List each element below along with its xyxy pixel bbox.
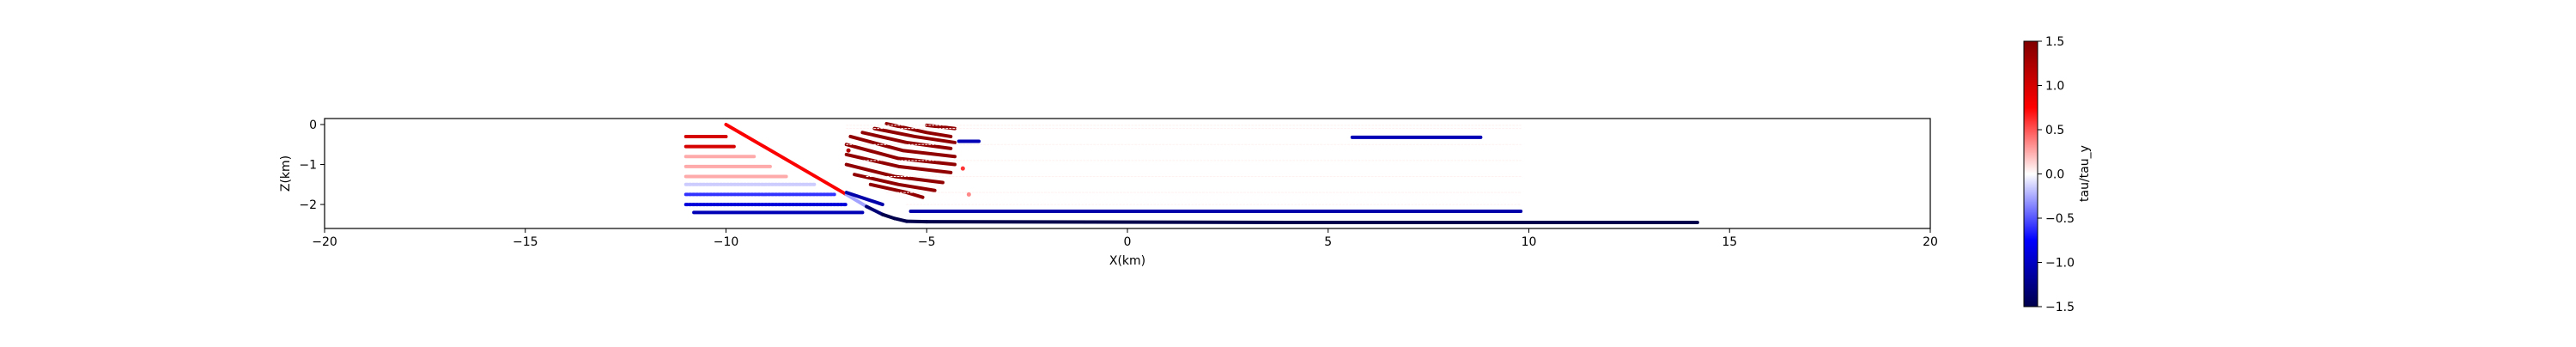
fault-segment-3 bbox=[883, 215, 895, 219]
colorbar: 1.5 1.0 0.5 0.0 −0.5 −1.0 −1.5 tau/tau_y bbox=[2024, 35, 2092, 314]
x-tick-label: −5 bbox=[918, 235, 936, 249]
x-tick-label: −10 bbox=[714, 235, 739, 249]
y-tick-label: −2 bbox=[299, 198, 317, 212]
x-tick-label: 10 bbox=[1522, 235, 1537, 249]
y-axis-label: Z(km) bbox=[279, 155, 293, 192]
x-tick-label: 5 bbox=[1324, 235, 1332, 249]
x-axis: −20 −15 −10 −5 0 5 10 15 20 bbox=[312, 228, 1938, 249]
fault-segment-4 bbox=[895, 218, 907, 221]
x-tick-label: 15 bbox=[1722, 235, 1737, 249]
scatter-point-31 bbox=[961, 167, 965, 171]
fault-segment-2 bbox=[866, 206, 883, 214]
colorbar-tick-label: 1.5 bbox=[2045, 35, 2064, 49]
colorbar-gradient bbox=[2024, 41, 2038, 307]
x-tick-label: −20 bbox=[312, 235, 337, 249]
y-axis: 0 −1 −2 bbox=[299, 119, 325, 212]
colorbar-tick-label: −1.5 bbox=[2045, 301, 2075, 314]
colorbar-tick-label: −1.0 bbox=[2045, 257, 2075, 271]
colorbar-tick-label: −0.5 bbox=[2045, 212, 2075, 226]
colorbar-tick-label: 0.5 bbox=[2045, 124, 2064, 137]
scatter-point-30 bbox=[847, 149, 851, 153]
colorbar-tick-label: 1.0 bbox=[2045, 80, 2064, 94]
scatter-point-32 bbox=[967, 192, 971, 197]
plot-data bbox=[686, 124, 1698, 222]
colorbar-ticks: 1.5 1.0 0.5 0.0 −0.5 −1.0 −1.5 bbox=[2038, 35, 2075, 314]
x-axis-label: X(km) bbox=[1109, 254, 1145, 268]
x-tick-label: 0 bbox=[1124, 235, 1132, 249]
x-tick-label: −15 bbox=[513, 235, 538, 249]
colorbar-tick-label: 0.0 bbox=[2045, 168, 2064, 182]
colorbar-label: tau/tau_y bbox=[2078, 145, 2092, 202]
x-tick-label: 20 bbox=[1923, 235, 1938, 249]
y-tick-label: −1 bbox=[299, 159, 317, 173]
y-tick-label: 0 bbox=[309, 119, 317, 132]
rupture-segment-0 bbox=[927, 125, 955, 129]
